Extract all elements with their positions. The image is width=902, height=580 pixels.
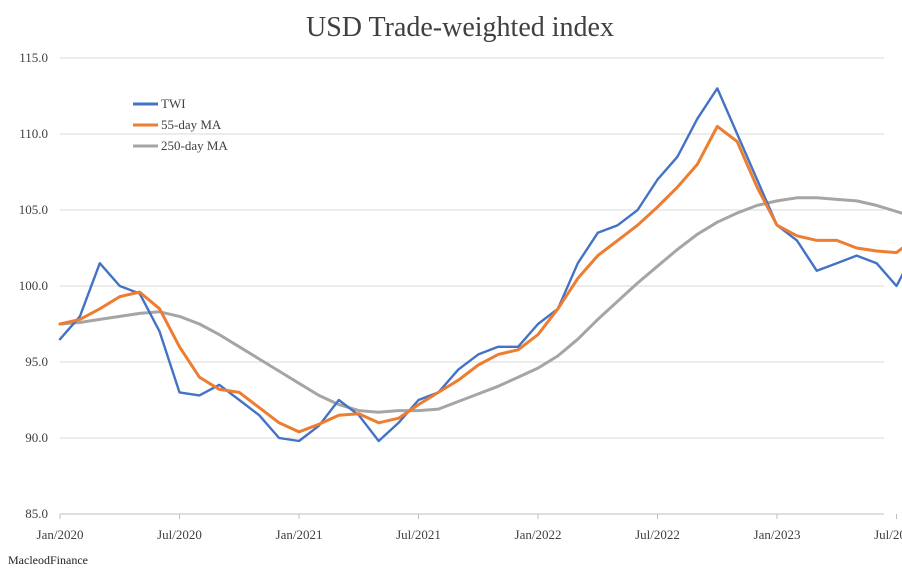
y-axis: 85.0 90.0 95.0 100.0 105.0 110.0 115.0 — [19, 50, 48, 521]
legend-label: 55-day MA — [161, 117, 222, 132]
x-tick-label: Jan/2022 — [515, 527, 562, 542]
y-tick-label: 85.0 — [25, 506, 48, 521]
x-tick-label: Jan/2021 — [276, 527, 323, 542]
series-line-250-day-ma — [58, 196, 902, 414]
series-line-55-day-ma — [58, 124, 902, 434]
x-tick-label: Jul/2023 — [874, 527, 902, 542]
gridlines — [60, 57, 884, 515]
y-tick-label: 105.0 — [19, 202, 48, 217]
y-tick-label: 115.0 — [19, 50, 48, 65]
y-tick-label: 100.0 — [19, 278, 48, 293]
plot-lines — [58, 87, 902, 443]
y-tick-label: 95.0 — [25, 354, 48, 369]
chart-title: USD Trade-weighted index — [306, 12, 614, 43]
series-line-twi — [58, 87, 902, 443]
x-axis: Jan/2020 Jul/2020 Jan/2021 Jul/2021 Jan/2022… — [37, 514, 902, 542]
legend-label: 250-day MA — [161, 138, 228, 153]
x-tick-label: Jan/2020 — [37, 527, 84, 542]
legend: TWI 55-day MA 250-day MA — [133, 96, 228, 153]
x-tick-label: Jul/2020 — [157, 527, 202, 542]
x-tick-label: Jul/2021 — [396, 527, 441, 542]
y-tick-label: 110.0 — [19, 126, 48, 141]
legend-label: TWI — [161, 96, 186, 111]
x-tick-label: Jan/2023 — [754, 527, 801, 542]
y-tick-label: 90.0 — [25, 430, 48, 445]
x-tick-label: Jul/2022 — [635, 527, 680, 542]
source-credit: MacleodFinance — [8, 553, 88, 567]
